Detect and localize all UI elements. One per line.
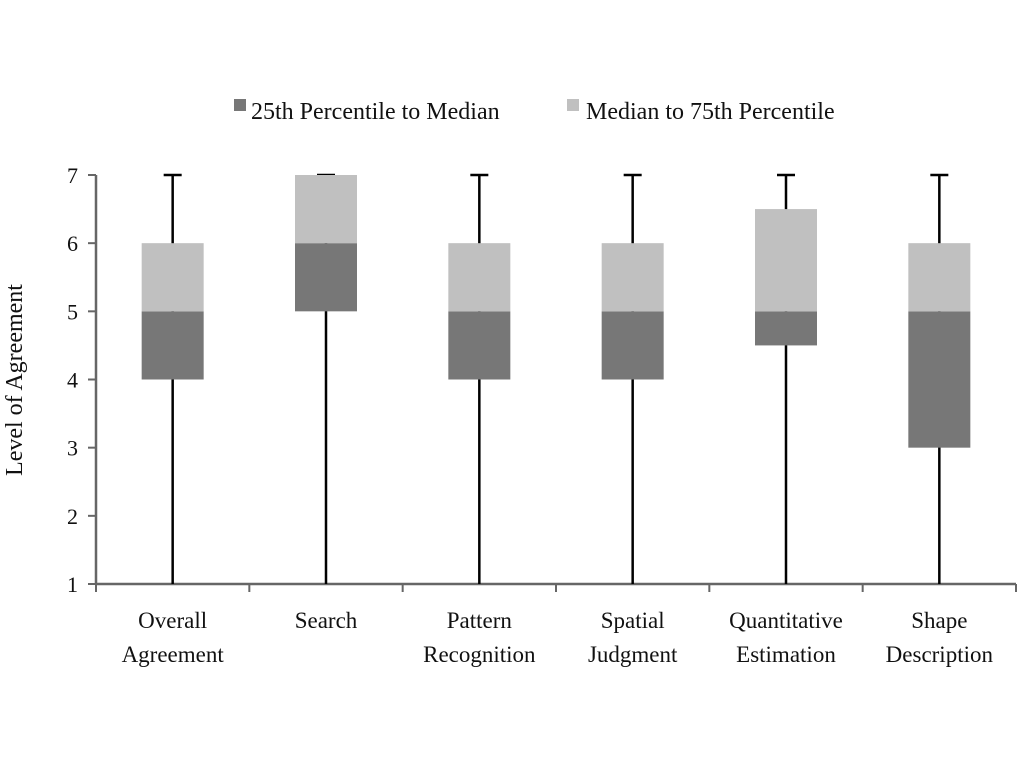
y-tick-label: 1 [67,572,78,597]
category-label-line: Estimation [736,642,836,667]
category-label-line: Description [886,642,994,667]
legend-label-upper: Median to 75th Percentile [586,99,835,125]
category-label: Overall Agreement [122,608,225,667]
box-upper-segment [295,175,357,244]
legend-swatch-lower [234,99,246,111]
box-upper-segment [448,243,511,312]
category-label-line: Quantitative [729,608,843,633]
category-label: Spatial Judgment [588,608,678,667]
y-axis-title: Level of Agreement [2,284,28,476]
category-label: Shape Description [886,608,994,667]
box-lower-segment [141,311,204,380]
y-tick-label: 3 [67,436,78,461]
category-label-line: Pattern [447,608,513,633]
y-tick-label: 2 [67,504,78,529]
plot-area: 1 2 3 4 5 6 7 Overall Agreement Search Pattern Reco… [67,163,1017,667]
category-label: Pattern Recognition [423,608,536,667]
box-lower-segment [908,311,971,448]
category-label-line: Agreement [122,642,225,667]
box-lower-segment [448,311,511,380]
category-label-line: Spatial [601,608,665,633]
category-label-line: Shape [911,608,967,633]
y-tick-label: 6 [67,231,78,256]
box-lower-segment [755,311,817,346]
category-label-line: Recognition [423,642,536,667]
legend: 25th Percentile to Median Median to 75th… [234,99,835,125]
category-label: Quantitative Estimation [729,608,843,667]
box-lower-segment [295,243,357,312]
category-label: Search [295,608,358,633]
box-upper-segment [141,243,204,312]
box-lower-segment [601,311,664,380]
category-label-line: Search [295,608,358,633]
category-label-line: Judgment [588,642,678,667]
box-upper-segment [908,243,971,312]
legend-label-lower: 25th Percentile to Median [251,99,500,125]
box-upper-segment [755,209,817,312]
category-label-line: Overall [138,608,207,633]
y-tick-label: 7 [67,163,78,188]
y-tick-label: 5 [67,299,78,324]
box-upper-segment [601,243,664,312]
legend-swatch-upper [567,99,579,111]
y-tick-label: 4 [67,368,78,393]
